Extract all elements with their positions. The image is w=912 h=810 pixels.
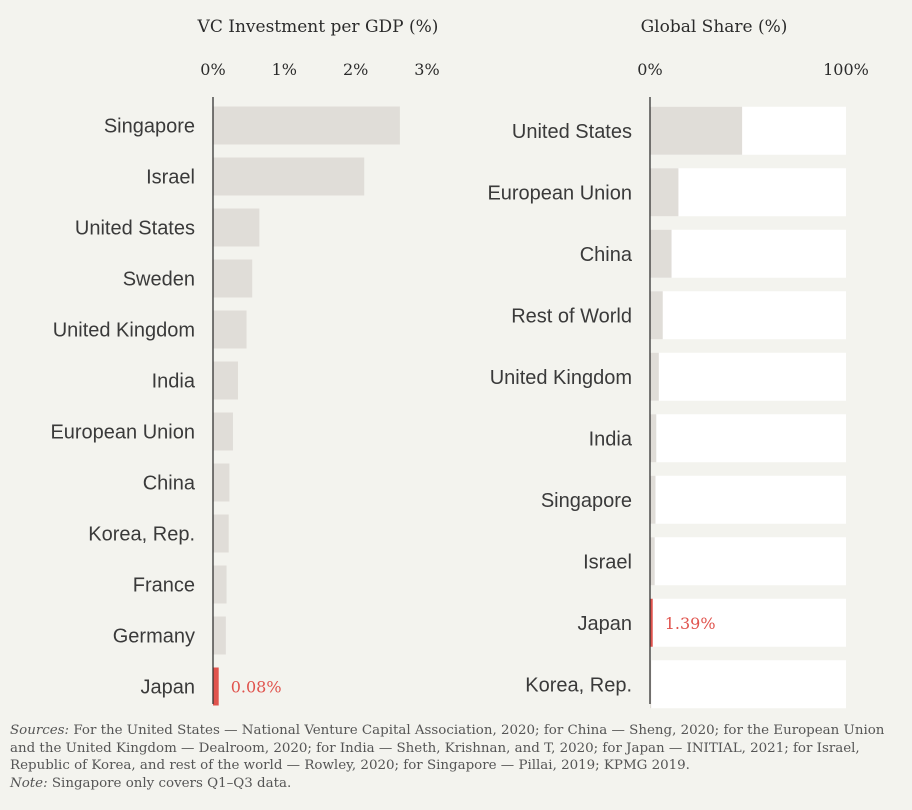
share-category-label: China [580, 244, 633, 266]
share-track-israel [650, 537, 846, 586]
share-track-india [650, 414, 846, 463]
share-category-label: Korea, Rep. [525, 674, 632, 696]
vc-tick-label: 2% [343, 60, 368, 79]
vc-bar-india [213, 361, 238, 400]
vc-bar-japan [213, 667, 219, 706]
share-category-label: Rest of World [511, 305, 632, 327]
share-tick-label: 100% [823, 60, 869, 79]
share-track-japan [650, 598, 846, 647]
share-track-european-union [650, 168, 846, 217]
chart-footer: Sources: For the United States — Nationa… [10, 722, 905, 792]
vc-bar-israel [213, 157, 365, 196]
share-tick-label: 0% [637, 60, 662, 79]
vc-category-label: Singapore [104, 116, 195, 138]
share-bar-european-union [650, 168, 679, 217]
vc-category-label: United States [75, 218, 195, 240]
share-track-china [650, 229, 846, 278]
vc-bar-china [213, 463, 230, 502]
vc-tick-label: 1% [272, 60, 297, 79]
vc-bar-germany [213, 616, 226, 655]
share-bar-israel [650, 537, 655, 586]
vc-bar-united-kingdom [213, 310, 247, 349]
vc-category-label: China [143, 473, 196, 495]
share-bar-singapore [650, 475, 656, 524]
note-label: Note: [10, 775, 48, 791]
share-category-label: India [589, 428, 633, 450]
vc-category-label: European Union [50, 422, 195, 444]
vc-category-label: France [133, 575, 195, 597]
sources-label: Sources: [10, 723, 70, 738]
sources-note: Sources: For the United States — Nationa… [10, 722, 905, 775]
vc-bar-korea-rep [213, 514, 229, 553]
coverage-note: Note: Singapore only covers Q1–Q3 data. [10, 775, 905, 793]
share-category-label: European Union [487, 182, 632, 204]
share-category-label: Singapore [541, 490, 632, 512]
share-track-united-kingdom [650, 352, 846, 401]
vc-category-label: Germany [113, 626, 195, 648]
share-bar-india [650, 414, 657, 463]
share-bar-china [650, 229, 672, 278]
vc-chart-title: VC Investment per GDP (%) [197, 17, 439, 37]
vc-bar-european-union [213, 412, 233, 451]
share-bar-united-states [650, 106, 743, 155]
share-category-label: Japan [578, 613, 633, 635]
vc-category-label: India [152, 371, 196, 393]
charts-canvas: VC Investment per GDP (%) 0% 1% 2% 3% Singapo… [50, 17, 869, 709]
share-category-label: Israel [583, 551, 632, 573]
share-bar-rest-of-world [650, 291, 663, 340]
note-text: Singapore only covers Q1–Q3 data. [47, 775, 292, 791]
vc-bar-united-states [213, 208, 260, 247]
share-highlight-value-label: 1.39% [665, 614, 716, 633]
share-bar-united-kingdom [650, 352, 659, 401]
vc-category-label: Israel [146, 167, 195, 189]
share-category-label: United States [512, 121, 632, 143]
vc-tick-label: 3% [414, 60, 439, 79]
vc-category-label: United Kingdom [53, 320, 195, 342]
share-chart-title: Global Share (%) [641, 17, 788, 37]
vc-category-label: Korea, Rep. [88, 524, 195, 546]
share-track-singapore [650, 475, 846, 524]
share-category-label: United Kingdom [490, 367, 632, 389]
share-track-rest-of-world [650, 291, 846, 340]
vc-tick-label: 0% [200, 60, 225, 79]
vc-category-label: Japan [141, 677, 196, 699]
vc-bar-singapore [213, 106, 400, 145]
vc-category-label: Sweden [123, 269, 195, 291]
sources-text: For the United States — National Venture… [10, 723, 885, 773]
vc-bar-sweden [213, 259, 253, 298]
vc-highlight-value-label: 0.08% [231, 678, 282, 697]
share-track-korea-rep [650, 660, 846, 709]
share-bar-japan [650, 598, 653, 647]
vc-bar-france [213, 565, 227, 604]
